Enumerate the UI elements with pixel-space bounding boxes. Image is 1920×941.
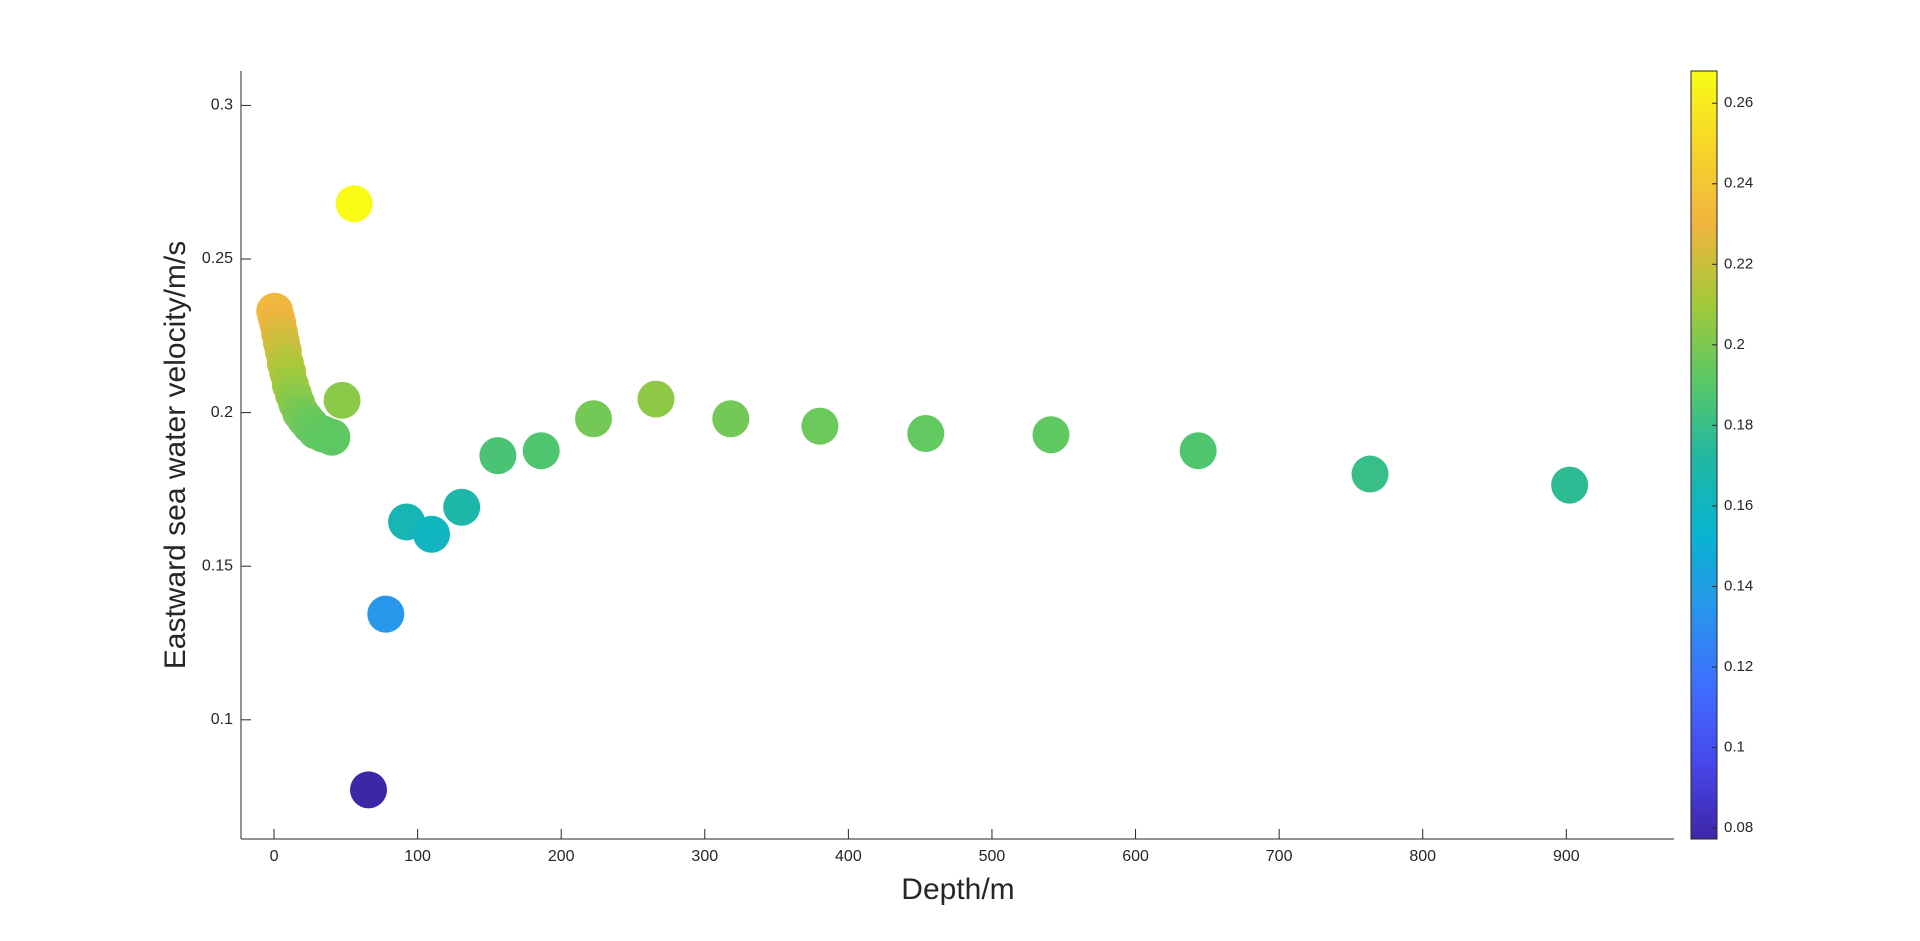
y-axis-label: Eastward sea water velocity/m/s (159, 241, 192, 669)
x-tick-label: 400 (835, 848, 862, 865)
colorbar-tick-label: 0.24 (1724, 175, 1753, 192)
scatter-point (712, 400, 750, 438)
x-tick-label: 800 (1409, 848, 1436, 865)
scatter-point (313, 418, 351, 456)
x-tick-label: 200 (548, 848, 575, 865)
x-tick-label: 700 (1266, 848, 1293, 865)
scatter-point (350, 771, 388, 809)
scatter-point (522, 432, 560, 470)
y-tick-label: 0.3 (211, 97, 233, 114)
scatter-point (1032, 416, 1070, 454)
scatter-point (335, 185, 373, 223)
scatter-point (1551, 466, 1589, 504)
colorbar-tick-label: 0.08 (1724, 819, 1753, 836)
x-tick-label: 900 (1553, 848, 1580, 865)
x-axis-label: Depth/m (901, 873, 1014, 906)
x-tick-label: 100 (404, 848, 431, 865)
scatter-point (1351, 455, 1389, 493)
x-tick-label: 600 (1122, 848, 1149, 865)
x-tick-label: 500 (979, 848, 1006, 865)
colorbar-tick-label: 0.26 (1724, 94, 1753, 111)
colorbar-tick-label: 0.22 (1724, 255, 1753, 272)
colorbar-tick-label: 0.18 (1724, 416, 1753, 433)
scatter-point (801, 407, 839, 445)
colorbar-tick-label: 0.16 (1724, 497, 1753, 514)
y-tick-label: 0.1 (211, 711, 233, 728)
colorbar-tick-label: 0.1 (1724, 739, 1745, 756)
scatter-point (1179, 432, 1217, 470)
scatter-point (479, 437, 517, 475)
scatter-point (575, 400, 613, 438)
y-tick-label: 0.2 (211, 404, 233, 421)
y-tick-label: 0.15 (202, 557, 233, 574)
x-tick-label: 300 (691, 848, 718, 865)
colorbar-tick-label: 0.14 (1724, 577, 1753, 594)
x-tick-label: 0 (270, 848, 279, 865)
scatter-point (443, 488, 481, 526)
y-tick-label: 0.25 (202, 250, 233, 267)
scatter-point (907, 414, 945, 452)
scatter-point (323, 381, 361, 419)
scatter-point (637, 380, 675, 418)
scatter-point (367, 595, 405, 633)
colorbar-tick-label: 0.2 (1724, 336, 1745, 353)
colorbar-tick-label: 0.12 (1724, 658, 1753, 675)
colorbar (1690, 70, 1718, 840)
scatter-point (413, 515, 451, 553)
